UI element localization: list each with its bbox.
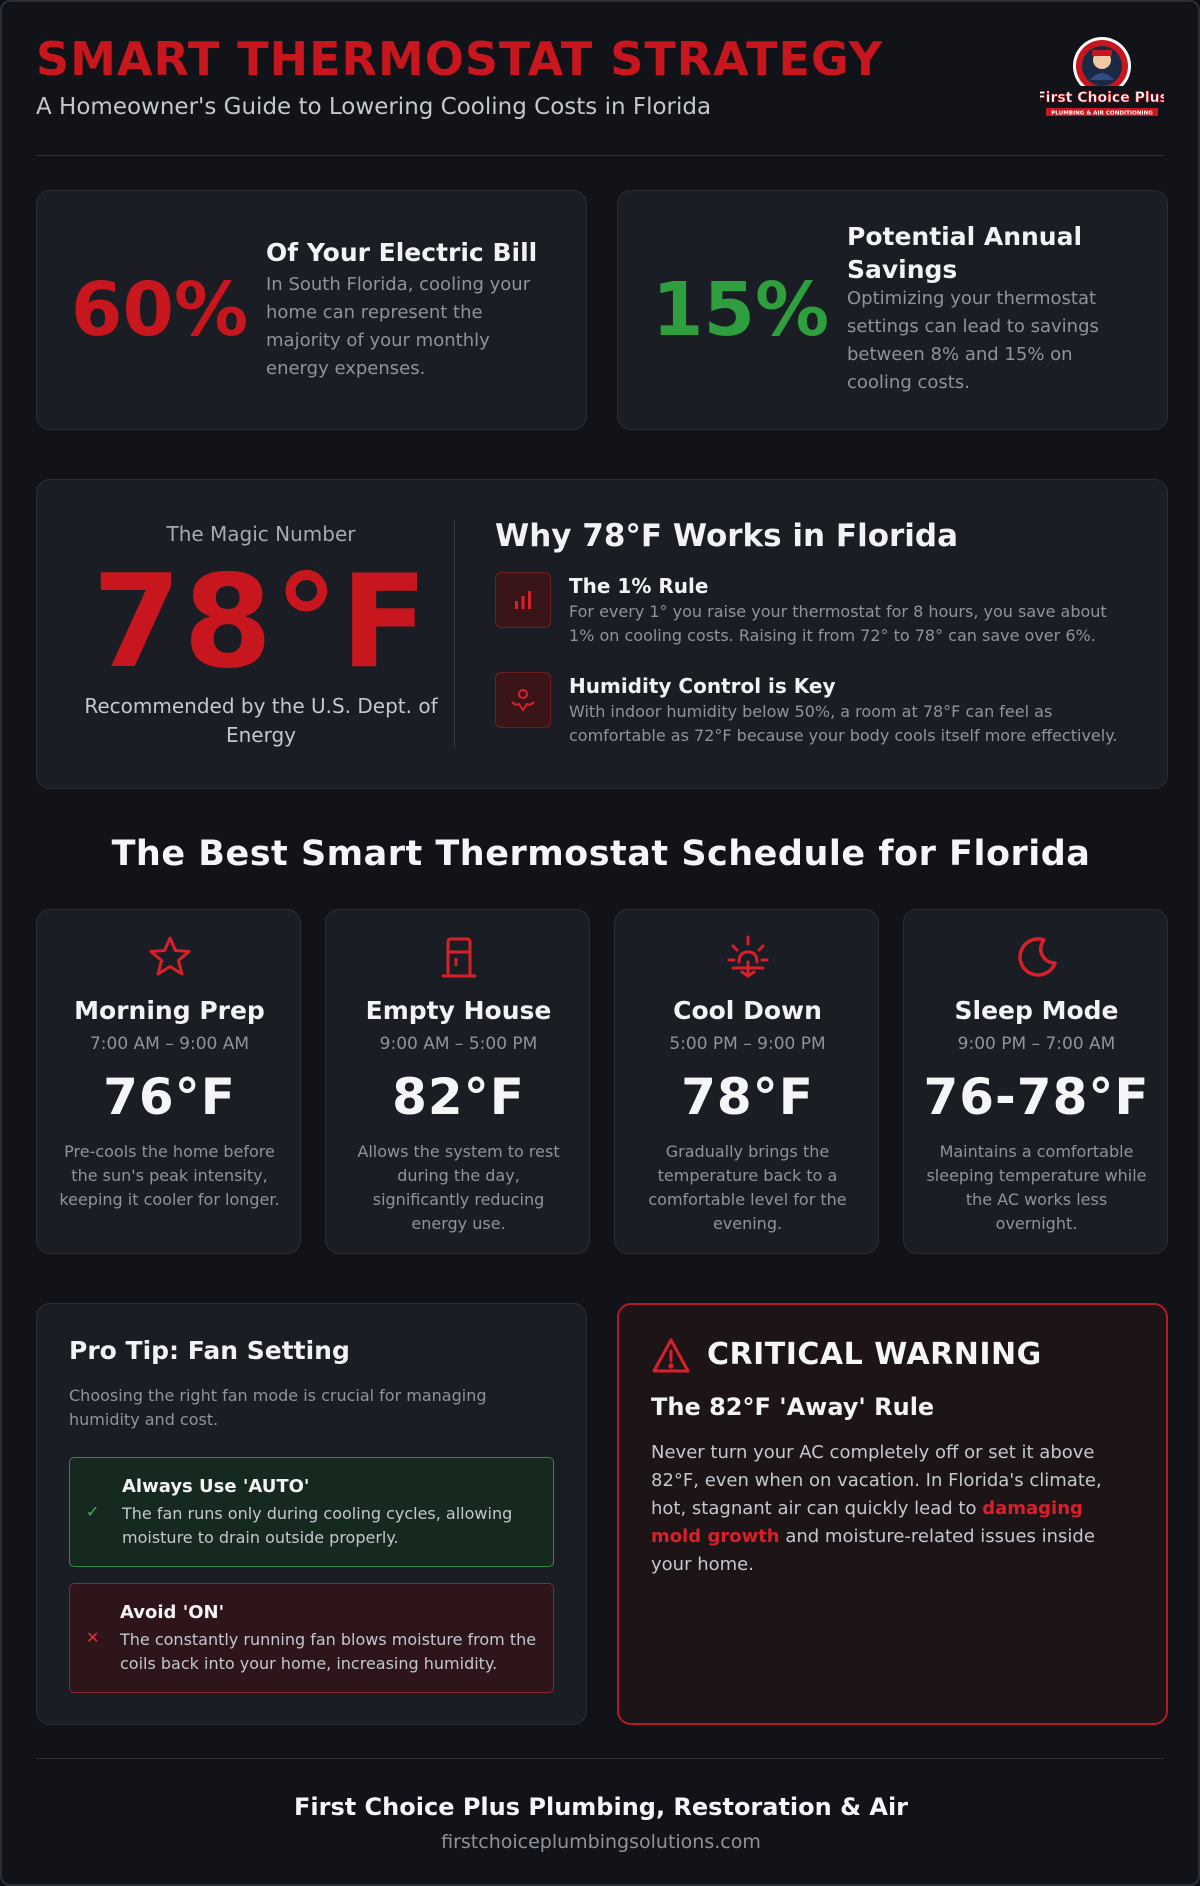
option-title: Avoid 'ON': [120, 1602, 225, 1623]
stat-value: 60%: [71, 267, 249, 353]
logo-tagline: PLUMBING & AIR CONDITIONING: [1051, 111, 1153, 117]
schedule-description: Maintains a comfortable sleeping tempera…: [926, 1142, 1147, 1233]
star-icon: [37, 934, 302, 980]
schedule-description: Pre-cools the home before the sun's peak…: [59, 1142, 280, 1209]
stat-card-electric-bill: 60% Of Your Electric Bill In South Flori…: [36, 190, 587, 430]
schedule-card-morning-prep: Morning Prep 7:00 AM – 9:00 AM 76°F Pre-…: [36, 909, 301, 1254]
fan-auto-option: ✓ Always Use 'AUTO' The fan runs only du…: [69, 1457, 554, 1567]
stat-card-annual-savings: 15% Potential Annual Savings Optimizing …: [617, 190, 1168, 430]
pro-tip-text: Choosing the right fan mode is crucial f…: [69, 1386, 487, 1429]
moon-icon: [904, 934, 1169, 980]
logo-text: First Choice Plus: [1040, 90, 1164, 106]
schedule-card-cool-down: Cool Down 5:00 PM – 9:00 PM 78°F Gradual…: [614, 909, 879, 1254]
warning-subtitle: The 82°F 'Away' Rule: [651, 1393, 935, 1421]
schedule-name: Empty House: [365, 996, 552, 1025]
pro-tip-title: Pro Tip: Fan Setting: [69, 1336, 350, 1365]
stat-text: Optimizing your thermostat settings can …: [847, 288, 1099, 393]
schedule-card-sleep-mode: Sleep Mode 9:00 PM – 7:00 AM 76-78°F Mai…: [903, 909, 1168, 1254]
magic-number-source: Recommended by the U.S. Dept. of Energy: [84, 694, 438, 747]
header: SMART THERMOSTAT STRATEGY A Homeowner's …: [36, 2, 1168, 156]
page-title: SMART THERMOSTAT STRATEGY: [36, 32, 884, 86]
warning-title: CRITICAL WARNING: [707, 1337, 1042, 1372]
schedule-time: 5:00 PM – 9:00 PM: [669, 1034, 826, 1054]
warning-text: Never turn your AC completely off or set…: [651, 1442, 1102, 1575]
why-title: Why 78°F Works in Florida: [495, 518, 959, 554]
divider: [454, 520, 455, 748]
sunset-icon: [615, 934, 880, 980]
door-icon: [326, 934, 591, 980]
feature-text: For every 1° you raise your thermostat f…: [569, 602, 1107, 645]
close-icon: ✕: [86, 1628, 100, 1647]
feature-text: With indoor humidity below 50%, a room a…: [569, 702, 1118, 745]
stat-title: Of Your Electric Bill: [266, 238, 538, 267]
schedule-temp: 76°F: [103, 1068, 236, 1126]
footer: First Choice Plus Plumbing, Restoration …: [36, 1758, 1164, 1853]
company-logo: First Choice Plus PLUMBING & AIR CONDITI…: [1036, 36, 1168, 120]
schedule-name: Sleep Mode: [954, 996, 1119, 1025]
magic-number-label: The Magic Number: [166, 522, 356, 546]
check-icon: ✓: [86, 1502, 100, 1521]
option-title: Always Use 'AUTO': [122, 1476, 310, 1497]
warning-highlight: damaging mold growth: [651, 1497, 1083, 1547]
page-subtitle: A Homeowner's Guide to Lowering Cooling …: [36, 94, 712, 120]
schedule-time: 9:00 PM – 7:00 AM: [957, 1034, 1116, 1054]
magic-number-value: 78°F: [92, 548, 430, 697]
stat-text: In South Florida, cooling your home can …: [266, 274, 531, 379]
schedule-temp: 78°F: [681, 1068, 814, 1126]
schedule-time: 7:00 AM – 9:00 AM: [89, 1034, 250, 1054]
feature-title: Humidity Control is Key: [569, 674, 836, 698]
schedule-description: Allows the system to rest during the day…: [357, 1142, 560, 1233]
feature-title: The 1% Rule: [569, 574, 709, 598]
bar-chart-icon: [495, 572, 551, 628]
footer-url[interactable]: firstchoiceplumbingsolutions.com: [441, 1831, 761, 1853]
schedule-temp: 82°F: [392, 1068, 525, 1126]
person-comfort-icon: [495, 672, 551, 728]
warning-icon: [651, 1337, 691, 1375]
option-text: The constantly running fan blows moistur…: [120, 1630, 537, 1673]
schedule-time: 9:00 AM – 5:00 PM: [379, 1034, 538, 1054]
critical-warning-card: CRITICAL WARNING The 82°F 'Away' Rule Ne…: [617, 1303, 1168, 1725]
schedule-name: Cool Down: [673, 996, 822, 1025]
schedule-card-empty-house: Empty House 9:00 AM – 5:00 PM 82°F Allow…: [325, 909, 590, 1254]
option-text: The fan runs only during cooling cycles,…: [122, 1504, 513, 1547]
stat-value: 15%: [652, 267, 830, 353]
schedule-name: Morning Prep: [74, 996, 265, 1025]
stat-title: Potential Annual Savings: [847, 222, 1083, 284]
magic-number-card: The Magic Number 78°F Recommended by the…: [36, 479, 1168, 789]
fan-on-option: ✕ Avoid 'ON' The constantly running fan …: [69, 1583, 554, 1693]
footer-company-name: First Choice Plus Plumbing, Restoration …: [293, 1793, 909, 1821]
pro-tip-card: Pro Tip: Fan Setting Choosing the right …: [36, 1303, 587, 1725]
schedule-temp: 76-78°F: [923, 1068, 1150, 1126]
schedule-title: The Best Smart Thermostat Schedule for F…: [111, 834, 1091, 874]
schedule-description: Gradually brings the temperature back to…: [648, 1142, 847, 1233]
